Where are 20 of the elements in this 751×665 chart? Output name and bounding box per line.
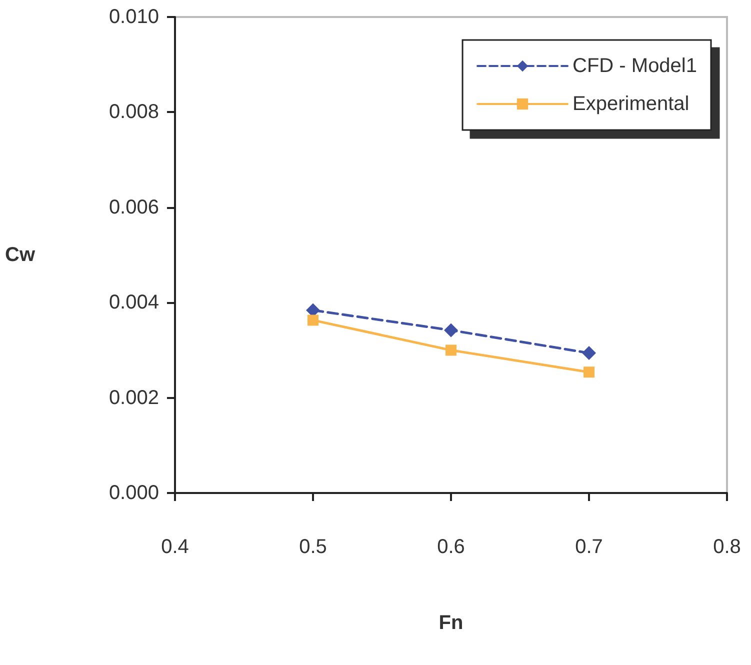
point [444, 323, 458, 338]
point [308, 314, 318, 326]
y-tick-label: 0.008 [108, 101, 159, 124]
point [582, 346, 596, 360]
x-tick-label: 0.4 [161, 536, 189, 558]
point [584, 366, 594, 378]
y-tick-label: 0.002 [108, 386, 159, 409]
y-tick-label: 0.006 [108, 196, 159, 218]
point [446, 344, 456, 356]
x-axis-title: Fn [438, 612, 464, 634]
y-tick-label: 0.004 [108, 292, 159, 314]
y-tick-label: 0.010 [108, 6, 159, 28]
x-tick-label: 0.7 [575, 536, 603, 558]
legend-label: CFD - Model1 [572, 55, 698, 77]
x-tick-label: 0.8 [713, 536, 741, 558]
x-tick-label: 0.6 [437, 536, 465, 558]
x-tick-label: 0.5 [299, 536, 327, 558]
y-tick-label: 0.000 [108, 482, 159, 504]
y-axis-title: Cw [5, 244, 36, 266]
legend-label: Experimental [572, 93, 690, 115]
